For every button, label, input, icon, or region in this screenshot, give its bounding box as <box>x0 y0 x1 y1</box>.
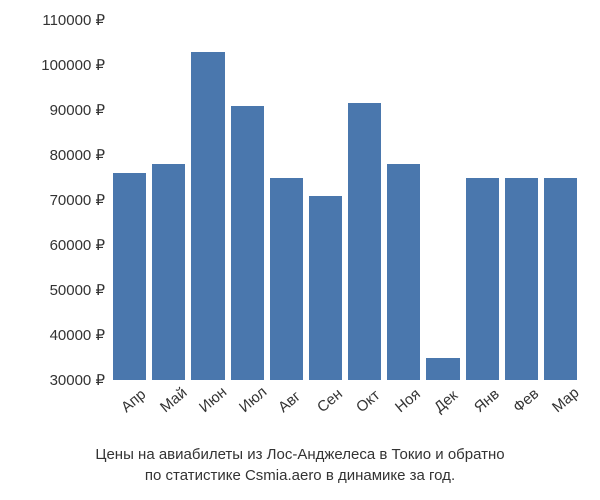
bar <box>505 178 538 381</box>
bar <box>466 178 499 381</box>
y-tick-label: 50000 ₽ <box>50 281 105 299</box>
y-tick-label: 40000 ₽ <box>50 326 105 344</box>
y-tick-label: 110000 ₽ <box>42 11 105 29</box>
bar <box>426 358 459 381</box>
bar <box>270 178 303 381</box>
y-tick-label: 70000 ₽ <box>50 191 105 209</box>
y-tick-label: 100000 ₽ <box>41 56 105 74</box>
x-axis: АпрМайИюнИюлАвгСенОктНояДекЯнвФевМар <box>110 385 580 445</box>
y-tick-label: 90000 ₽ <box>50 101 105 119</box>
bar <box>348 103 381 380</box>
price-chart: 30000 ₽ 40000 ₽ 50000 ₽ 60000 ₽ 70000 ₽ 80000… <box>0 0 600 500</box>
y-axis: 30000 ₽40000 ₽50000 ₽60000 ₽70000 ₽80000… <box>0 20 105 380</box>
y-tick-label: 30000 ₽ <box>50 371 105 389</box>
bars-group <box>110 20 580 380</box>
chart-caption: Цены на авиабилеты из Лос-Анджелеса в То… <box>0 444 600 486</box>
plot-area <box>110 20 580 380</box>
caption-line-1: Цены на авиабилеты из Лос-Анджелеса в То… <box>10 444 590 465</box>
bar <box>309 196 342 381</box>
bar <box>152 164 185 380</box>
bar <box>113 173 146 380</box>
bar <box>191 52 224 381</box>
y-tick-label: 60000 ₽ <box>50 236 105 254</box>
caption-line-2: по статистике Csmia.aero в динамике за г… <box>10 465 590 486</box>
bar <box>544 178 577 381</box>
bar <box>231 106 264 381</box>
bar <box>387 164 420 380</box>
y-tick-label: 80000 ₽ <box>50 146 105 164</box>
